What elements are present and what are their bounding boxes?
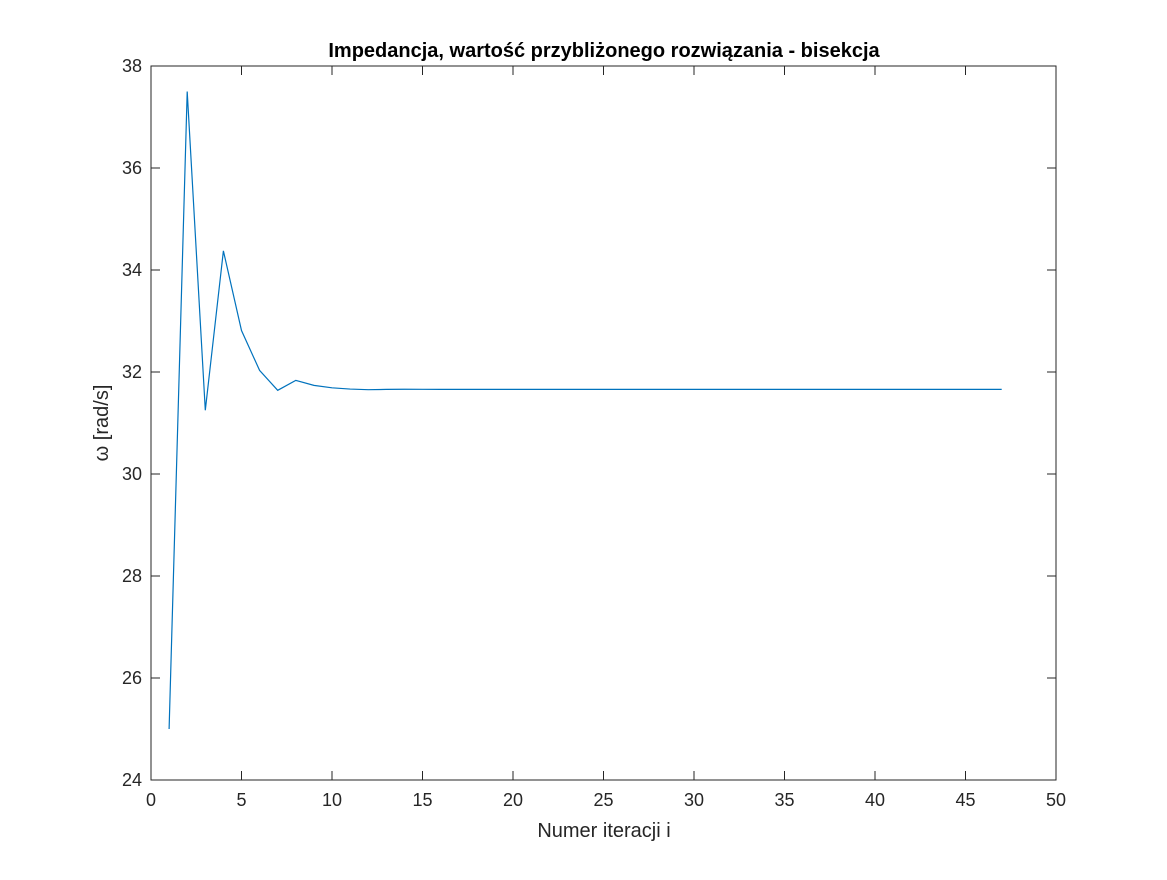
y-tick-label: 24 xyxy=(122,770,142,790)
x-tick-label: 25 xyxy=(593,790,613,810)
y-tick-label: 36 xyxy=(122,158,142,178)
y-tick-label: 30 xyxy=(122,464,142,484)
x-axis-label: Numer iteracji i xyxy=(537,820,670,842)
x-tick-label: 20 xyxy=(503,790,523,810)
y-tick-label: 26 xyxy=(122,668,142,688)
x-tick-label: 15 xyxy=(412,790,432,810)
y-tick-label: 34 xyxy=(122,260,142,280)
y-tick-label: 28 xyxy=(122,566,142,586)
x-tick-label: 40 xyxy=(865,790,885,810)
chart-title: Impedancja, wartość przybliżonego rozwią… xyxy=(328,40,880,62)
y-tick-label: 32 xyxy=(122,362,142,382)
y-axis-label: ω [rad/s] xyxy=(91,385,113,462)
x-tick-label: 5 xyxy=(236,790,246,810)
ticks xyxy=(150,65,1057,781)
series-line xyxy=(168,91,1002,730)
x-tick-label: 35 xyxy=(774,790,794,810)
x-tick-label: 30 xyxy=(684,790,704,810)
tick-labels: 0 5 10 15 20 25 30 35 40 45 50 24 26 28 30 32 34 36 38 xyxy=(122,56,1066,810)
x-tick-label: 45 xyxy=(955,790,975,810)
y-tick-label: 38 xyxy=(122,56,142,76)
x-tick-label: 10 xyxy=(322,790,342,810)
axes-box xyxy=(150,65,1057,781)
x-tick-label: 0 xyxy=(146,790,156,810)
x-tick-label: 50 xyxy=(1046,790,1066,810)
